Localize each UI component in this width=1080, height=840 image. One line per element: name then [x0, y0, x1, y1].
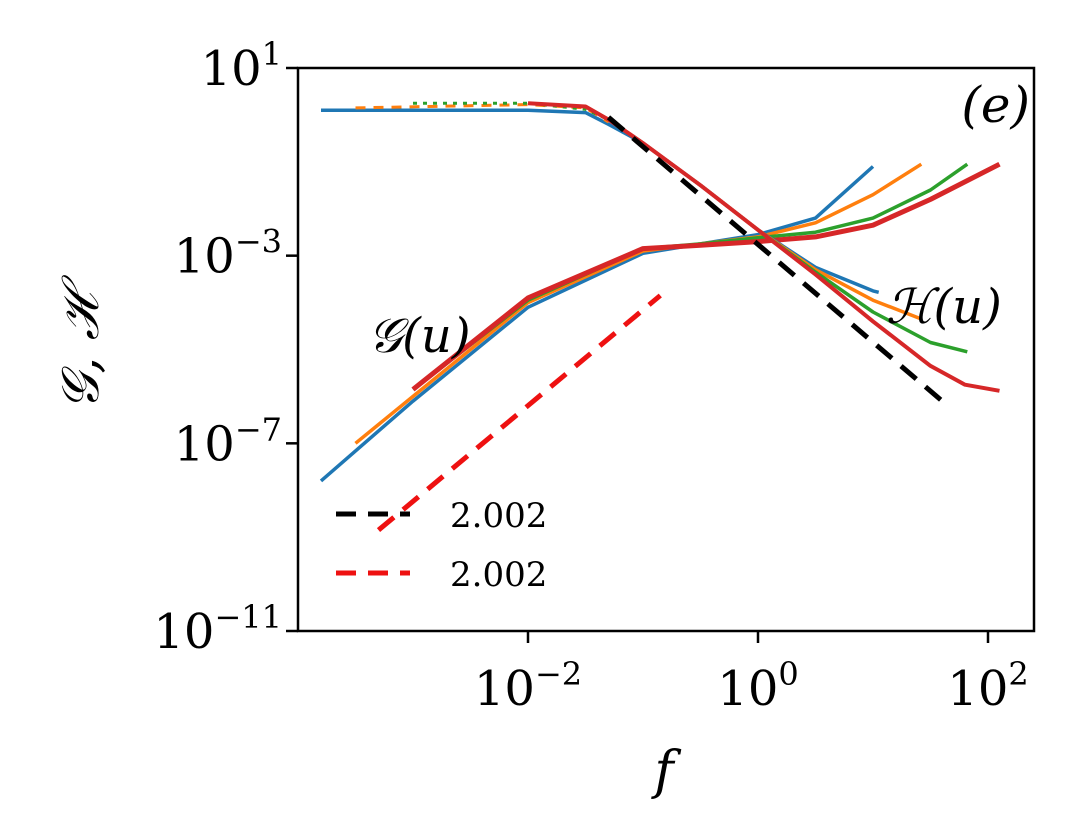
legend-label-red: 2.002 — [450, 555, 547, 595]
y-tick-label-2: 10−7 — [174, 410, 282, 472]
series-line-9 — [527, 101, 1000, 393]
x-axis-label: f — [650, 741, 681, 801]
legend-label-black: 2.002 — [450, 496, 547, 536]
h-curve-label: ℋ(u) — [886, 279, 1002, 335]
panel-label: (e) — [961, 76, 1030, 134]
series-line-10 — [606, 115, 950, 408]
y-tick-label-3: 10−11 — [153, 598, 282, 660]
x-tick-label-2: 102 — [947, 655, 1028, 717]
series-line-1 — [354, 162, 923, 445]
plot-frame — [296, 66, 1036, 633]
x-tick-label-1: 100 — [717, 655, 798, 717]
y-tick-label-1: 10−3 — [174, 223, 282, 285]
tick-layer: 10−2 100 102 101 10−3 10−7 10−11 — [153, 35, 1028, 717]
series-line-2 — [411, 162, 969, 391]
legend: 2.002 2.002 — [336, 496, 547, 595]
y-axis-label: 𝒢, ℋ — [51, 274, 111, 410]
g-curve-label: 𝒢(u) — [368, 308, 471, 364]
y-tick-label-0: 101 — [201, 35, 282, 97]
series-line-11 — [376, 293, 662, 533]
data-layer — [319, 101, 1001, 533]
x-tick-label-0: 10−2 — [474, 655, 582, 717]
